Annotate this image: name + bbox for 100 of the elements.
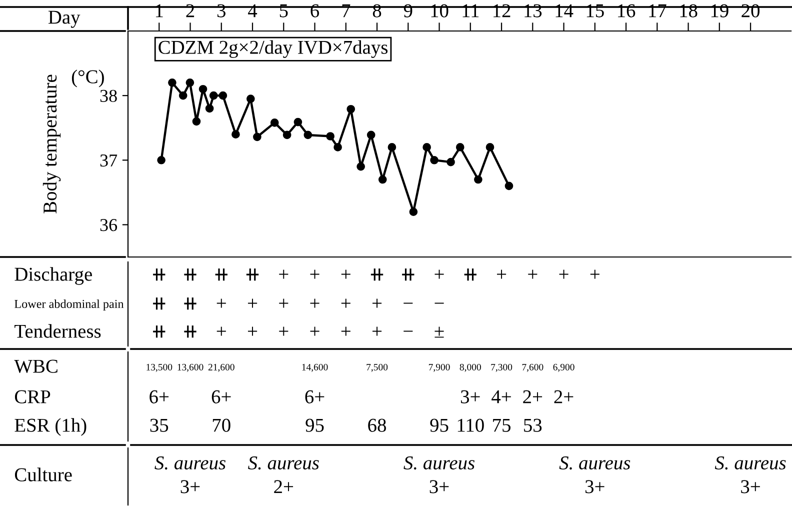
point (218, 91, 228, 100)
y-tick-label: 36 (100, 219, 118, 232)
category-label: 2+ (523, 390, 542, 404)
point (304, 130, 312, 140)
category-label: 110 (458, 418, 484, 432)
x-tick-label: 5 (280, 4, 288, 18)
category-label: 75 (493, 418, 510, 432)
x-tick-label: 6 (310, 4, 320, 18)
category-label: + (310, 298, 320, 308)
category-label: 21,600 (208, 364, 234, 372)
point (178, 91, 188, 100)
category-label: 8,000 (460, 364, 481, 372)
category-label: 7,600 (522, 364, 544, 372)
point (326, 132, 334, 140)
category-label: + (216, 326, 226, 336)
point (486, 143, 494, 152)
point (356, 162, 365, 171)
point (246, 94, 255, 103)
point (232, 130, 240, 138)
point (366, 130, 376, 140)
point (346, 104, 356, 114)
category-label: 7,900 (428, 364, 450, 372)
point (334, 143, 342, 152)
point (270, 118, 279, 127)
point (446, 158, 455, 166)
category-label: + (248, 298, 258, 308)
point (430, 156, 438, 164)
category-label: + (248, 326, 258, 336)
point (168, 78, 176, 87)
category-label: + (434, 270, 444, 279)
point (456, 143, 464, 152)
point (282, 130, 292, 140)
point (422, 143, 431, 152)
category-label: 4+ (492, 390, 511, 404)
x-tick-label: 15 (586, 4, 604, 18)
y-tick-label: 38 (100, 90, 117, 102)
category-label: ⧺ (184, 268, 196, 281)
point (409, 208, 418, 216)
category-label: S. aureus 2+ (248, 456, 319, 494)
annotation: CDZM 2g×2/day IVD×7days (158, 40, 388, 58)
category-label: + (590, 270, 600, 279)
category-label: + (216, 298, 226, 308)
category-label: ⧺ (402, 268, 414, 281)
category-label: 6+ (212, 390, 231, 404)
point (198, 84, 208, 94)
category-label: − (434, 302, 444, 304)
category-label: + (372, 298, 382, 308)
category-label: + (341, 270, 350, 279)
text: Discharge (14, 267, 92, 285)
category-label: 70 (212, 418, 230, 432)
point (192, 117, 201, 126)
category-label: 6,900 (553, 364, 574, 372)
category-label: 6+ (305, 390, 324, 404)
category-label: + (497, 270, 506, 279)
category-label: ⧺ (246, 268, 259, 281)
category-label: 7,300 (491, 364, 512, 372)
point (294, 118, 302, 126)
category-label: ⧺ (153, 297, 166, 310)
category-label: ⧺ (153, 325, 166, 338)
point (378, 175, 387, 184)
text: (°C) (72, 70, 104, 88)
category-label: ⧺ (215, 268, 228, 281)
text: Culture (14, 468, 72, 482)
category-label: + (341, 298, 350, 308)
category-label: + (372, 326, 382, 336)
category-label: ⧺ (464, 268, 476, 281)
category-label: 68 (368, 418, 386, 432)
category-label: + (279, 270, 288, 279)
category-label: 35 (150, 418, 168, 432)
category-label: + (310, 270, 320, 279)
point (253, 132, 262, 142)
y-tick-label: 37 (100, 154, 118, 167)
category-label: ± (434, 326, 444, 338)
category-label: + (310, 326, 320, 336)
category-label: + (528, 270, 538, 279)
category-label: ⧺ (153, 268, 166, 281)
category-label: 14,600 (302, 364, 328, 372)
point (504, 182, 514, 190)
point (205, 104, 214, 113)
category-label: 53 (524, 418, 542, 432)
category-label: 7,500 (366, 364, 388, 372)
text: CRP (14, 390, 50, 404)
category-label: + (559, 270, 568, 279)
category-label: 6+ (150, 390, 169, 404)
category-label: + (279, 298, 288, 308)
text: Lower abdominal pain (14, 300, 124, 310)
category-label: + (279, 326, 288, 336)
text: WBC (14, 360, 58, 373)
point (186, 78, 194, 87)
category-label: S. aureus 3+ (154, 456, 226, 494)
category-label: − (404, 302, 413, 304)
category-label: 2+ (554, 390, 574, 404)
point (474, 175, 482, 184)
category-label: 95 (306, 418, 324, 432)
point (388, 143, 396, 152)
category-label: S. aureus 3+ (714, 456, 786, 494)
category-label: 3+ (460, 390, 480, 404)
category-label: ⧺ (184, 325, 196, 338)
text: ESR (1h) (14, 418, 86, 436)
category-label: 13,500 (146, 364, 172, 372)
